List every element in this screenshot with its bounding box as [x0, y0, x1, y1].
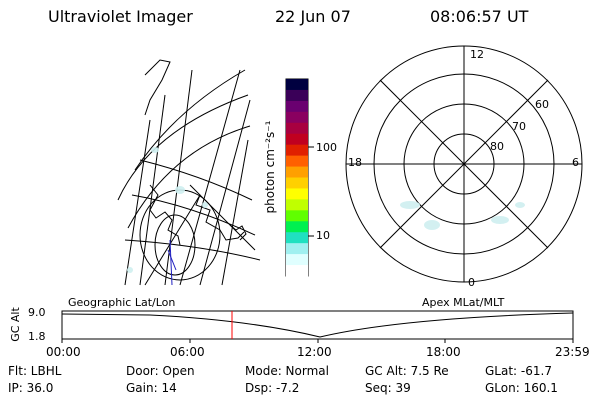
timeline-ytick-9: 9.0: [28, 306, 46, 319]
timeline-axis-label: GC Alt: [8, 307, 22, 342]
timeline-xtick-0: 00:00: [46, 345, 81, 359]
status-seq: Seq: 39: [365, 381, 411, 395]
timeline-xtick-2: 12:00: [297, 345, 332, 359]
colorbar-segment: [286, 100, 308, 113]
status-glat: GLat: -61.7: [485, 364, 552, 378]
colorbar-segment: [286, 177, 308, 189]
colorbar-segment: [286, 122, 308, 135]
colorbar-tick-10: 10: [316, 229, 330, 242]
timeline-xtick-1: 06:00: [170, 345, 205, 359]
colorbar-segment: [286, 144, 308, 157]
status-door: Door: Open: [126, 364, 195, 378]
colorbar: [285, 78, 314, 277]
colorbar-segment: [286, 111, 308, 124]
polar-label-70: 70: [512, 120, 526, 133]
status-dsp: Dsp: -7.2: [245, 381, 300, 395]
polar-label-80: 80: [490, 140, 504, 153]
time-label: 08:06:57 UT: [430, 7, 529, 26]
polar-label-0: 0: [468, 276, 475, 289]
colorbar-segment: [286, 265, 308, 277]
polar-label-6: 6: [572, 156, 579, 169]
colorbar-unit-label: photon cm⁻²s⁻¹: [263, 120, 277, 214]
status-gain: Gain: 14: [126, 381, 177, 395]
polar-label-12: 12: [470, 48, 484, 61]
timeline-ytick-1-8: 1.8: [28, 330, 46, 343]
colorbar-segment: [286, 155, 308, 168]
status-ip: IP: 36.0: [8, 381, 54, 395]
status-flt: Flt: LBHL: [8, 364, 62, 378]
instrument-title: Ultraviolet Imager: [48, 7, 193, 26]
colorbar-segment: [286, 199, 308, 211]
polar-plot: [345, 45, 583, 283]
altitude-timeline: [61, 310, 574, 343]
timeline-left-title: Geographic Lat/Lon: [68, 296, 176, 309]
colorbar-segment: [286, 243, 308, 255]
colorbar-tick-100: 100: [316, 141, 337, 154]
colorbar-segment: [286, 133, 308, 146]
colorbar-segment: [286, 210, 308, 222]
colorbar-segment: [286, 79, 308, 91]
timeline-right-title: Apex MLat/MLT: [422, 296, 505, 309]
colorbar-segment: [286, 166, 308, 178]
timeline-xtick-3: 18:00: [426, 345, 461, 359]
status-mode: Mode: Normal: [245, 364, 329, 378]
colorbar-segment: [286, 221, 308, 233]
status-gc-alt: GC Alt: 7.5 Re: [365, 364, 449, 378]
colorbar-segment: [286, 232, 308, 244]
status-glon: GLon: 160.1: [485, 381, 558, 395]
colorbar-segment: [286, 89, 308, 102]
date-label: 22 Jun 07: [275, 7, 351, 26]
colorbar-segment: [286, 254, 308, 266]
colorbar-segment: [286, 188, 308, 200]
polar-label-60: 60: [535, 98, 549, 111]
timeline-xtick-4: 23:59: [555, 345, 590, 359]
polar-label-18: 18: [348, 156, 362, 169]
